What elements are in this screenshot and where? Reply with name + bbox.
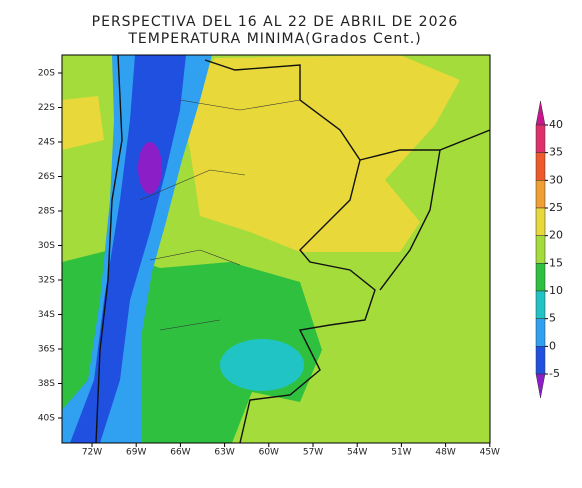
- latitude-label: 30S: [38, 241, 55, 251]
- colorbar-label: 40: [549, 118, 563, 131]
- colorbar-segment: [535, 318, 546, 347]
- latitude-label: 26S: [38, 172, 55, 182]
- subtitle: TEMPERATURA MINIMA(Grados Cent.): [127, 31, 421, 47]
- colorbar-segment: [535, 235, 546, 264]
- longitude-label: 69W: [126, 448, 146, 458]
- colorbar-segment: [535, 180, 546, 209]
- colorbar-segment: [535, 263, 546, 292]
- colorbar-arrow: [535, 373, 546, 399]
- colorbar-segment: [535, 152, 546, 181]
- longitude-label: 48W: [435, 448, 455, 458]
- colorbar-label: 30: [549, 173, 563, 186]
- latitude-label: 34S: [38, 310, 55, 320]
- title: PERSPECTIVA DEL 16 AL 22 DE ABRIL DE 202…: [92, 14, 459, 30]
- longitude-label: 51W: [391, 448, 411, 458]
- longitude-label: 60W: [259, 448, 279, 458]
- latitude-label: 32S: [38, 276, 55, 286]
- colorbar: 40 35 30 25 20 15 10 5 0 -5: [535, 100, 563, 399]
- colorbar-label: 0: [549, 339, 556, 352]
- colorbar-segment: [535, 124, 546, 153]
- colorbar-arrow: [535, 100, 546, 126]
- longitude-label: 45W: [480, 448, 500, 458]
- longitude-label: 57W: [303, 448, 323, 458]
- colorbar-segment: [535, 346, 546, 375]
- latitude-label: 40S: [38, 414, 55, 424]
- longitude-label: 72W: [82, 448, 102, 458]
- colorbar-label: 20: [549, 229, 563, 242]
- latitude-label: 36S: [38, 345, 55, 355]
- colorbar-label: -5: [549, 367, 560, 380]
- longitude-label: 66W: [170, 448, 190, 458]
- latitude-label: 28S: [38, 207, 55, 217]
- colorbar-label: 15: [549, 256, 563, 269]
- colorbar-label: 25: [549, 201, 563, 214]
- longitude-label: 63W: [214, 448, 234, 458]
- latitude-label: 22S: [38, 103, 55, 113]
- latitude-label: 20S: [38, 69, 55, 79]
- map-frame: [61, 54, 491, 444]
- temperature-map: [62, 55, 490, 443]
- colorbar-label: 5: [549, 312, 556, 325]
- colorbar-label: 35: [549, 146, 563, 159]
- colorbar-label: 10: [549, 284, 563, 297]
- colorbar-segment: [535, 207, 546, 236]
- longitude-label: 54W: [347, 448, 367, 458]
- colorbar-segment: [535, 290, 546, 319]
- latitude-label: 24S: [38, 138, 55, 148]
- latitude-label: 38S: [38, 379, 55, 389]
